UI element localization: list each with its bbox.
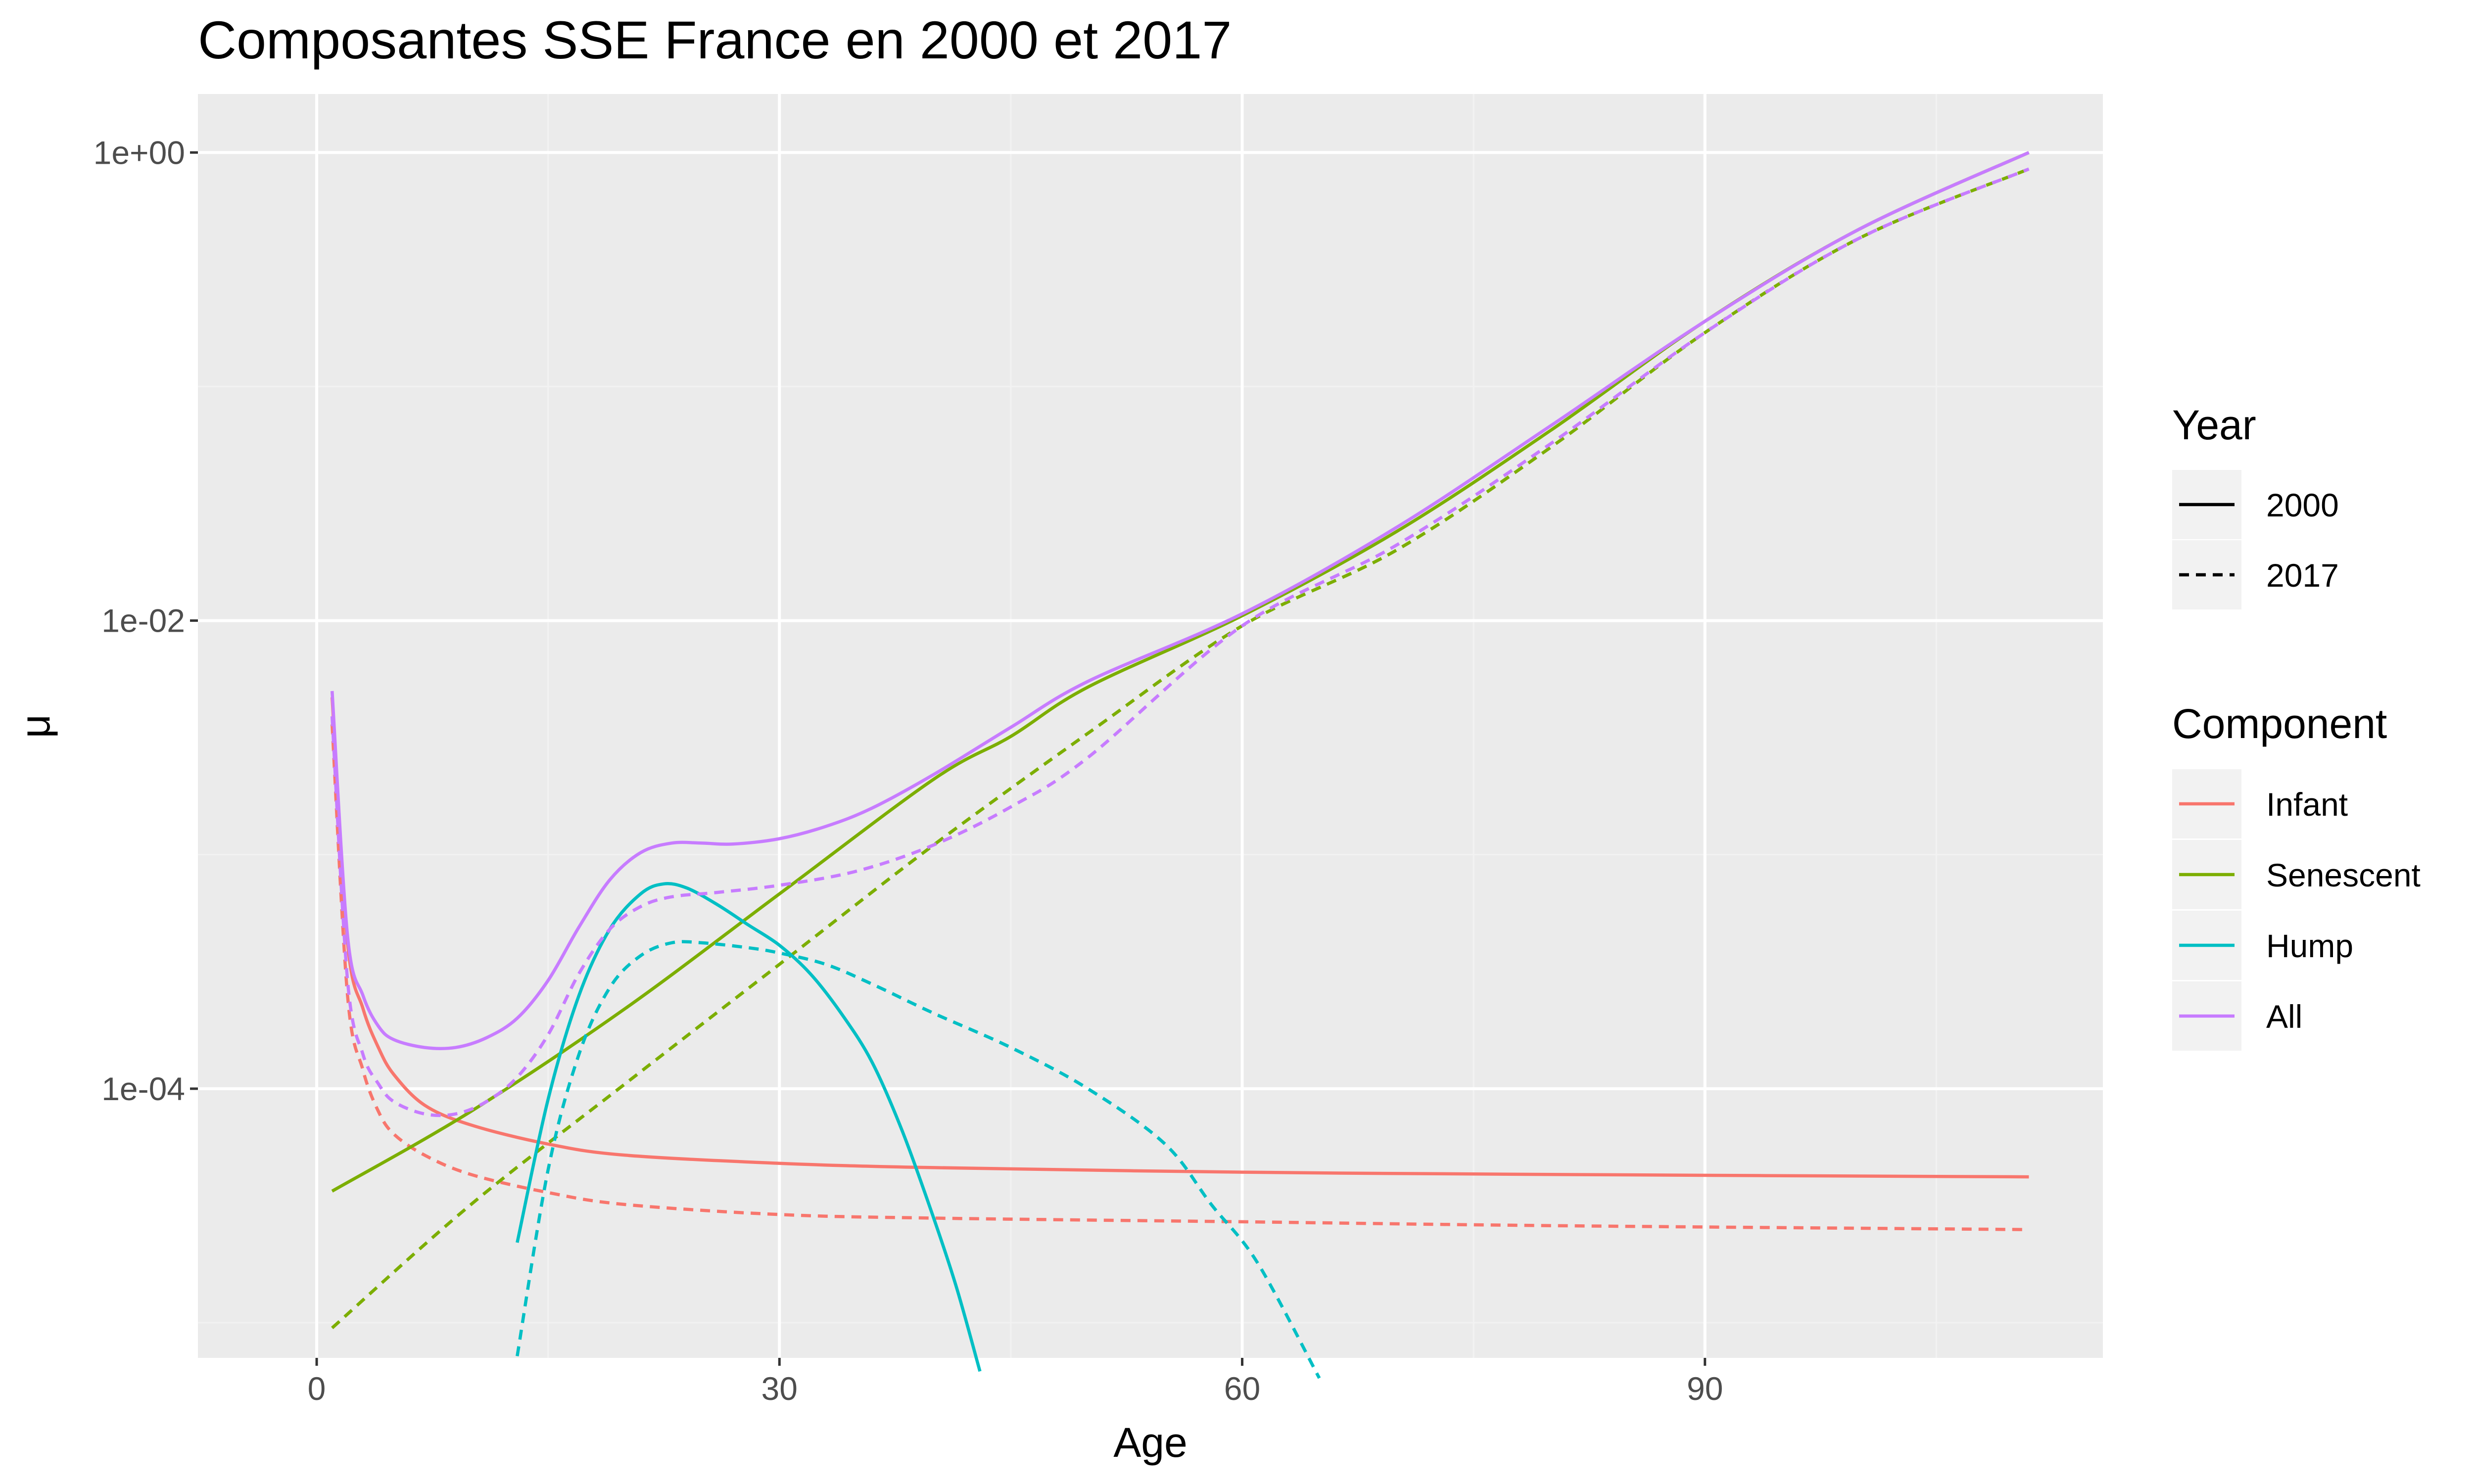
plot-panel [198, 94, 2103, 1358]
grid-minor [198, 94, 2103, 1358]
y-tick-label-1: 1e-02 [101, 603, 185, 639]
series-hump-2017 [516, 940, 1321, 1379]
series-senescent-2017 [331, 167, 2030, 1330]
chart-title: Composantes SSE France en 2000 et 2017 [198, 10, 1232, 70]
x-axis-title: Age [1113, 1419, 1187, 1466]
legend-component-title: Component [2172, 700, 2387, 747]
y-tick-label-0: 1e-04 [101, 1070, 185, 1107]
legend-label-2017: 2017 [2266, 557, 2339, 594]
legend-label-infant: Infant [2266, 786, 2348, 823]
legend-label-senescent: Senescent [2266, 857, 2421, 893]
y-tick-label-2: 1e+00 [94, 134, 185, 171]
legend-year-title: Year [2172, 402, 2256, 448]
legend-year: Year 2000 2017 [2172, 402, 2339, 609]
x-tick-label-1: 30 [761, 1370, 798, 1407]
series-infant-2000 [330, 697, 2029, 1179]
grid-major [198, 94, 2103, 1358]
legend-component: Component Infant Senescent Hump All [2172, 700, 2421, 1051]
x-tick-label-3: 90 [1687, 1370, 1723, 1407]
legend-label-hump: Hump [2266, 928, 2353, 964]
y-axis-title: μ [12, 714, 58, 738]
series-infant-2017 [330, 724, 2029, 1231]
legend-label-all: All [2266, 998, 2302, 1035]
series-all-2000 [330, 151, 2030, 1051]
y-axis-ticks: 1e-04 1e-02 1e+00 [94, 134, 198, 1107]
series-layer [330, 151, 2030, 1379]
x-tick-label-0: 0 [308, 1370, 326, 1407]
x-axis-ticks: 0 30 60 90 [308, 1358, 1723, 1407]
x-tick-label-2: 60 [1224, 1370, 1260, 1407]
series-hump-2000 [516, 882, 982, 1372]
legend-label-2000: 2000 [2266, 487, 2339, 523]
